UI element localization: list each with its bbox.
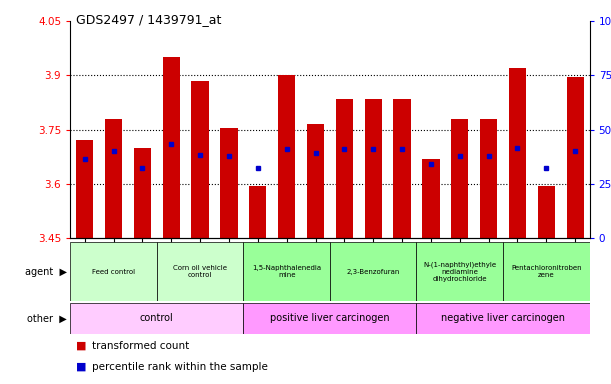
Bar — [191, 81, 209, 238]
Text: 1,5-Naphthalenedia
mine: 1,5-Naphthalenedia mine — [252, 265, 321, 278]
Text: Pentachloronitroben
zene: Pentachloronitroben zene — [511, 265, 582, 278]
Text: ■: ■ — [76, 341, 87, 351]
Text: positive liver carcinogen: positive liver carcinogen — [270, 313, 390, 323]
Bar — [503, 242, 590, 301]
Bar — [249, 185, 266, 238]
Bar — [538, 185, 555, 238]
Text: control: control — [140, 313, 174, 323]
Text: GDS2497 / 1439791_at: GDS2497 / 1439791_at — [76, 13, 222, 26]
Bar — [163, 57, 180, 238]
Bar — [335, 99, 353, 238]
Bar — [221, 128, 238, 238]
Bar — [365, 99, 382, 238]
Text: Feed control: Feed control — [92, 269, 135, 275]
Text: Corn oil vehicle
control: Corn oil vehicle control — [173, 265, 227, 278]
Bar — [393, 99, 411, 238]
Text: negative liver carcinogen: negative liver carcinogen — [441, 313, 565, 323]
Bar — [278, 75, 295, 238]
Text: percentile rank within the sample: percentile rank within the sample — [92, 362, 268, 372]
Bar — [243, 242, 330, 301]
Text: other  ▶: other ▶ — [27, 313, 67, 323]
Text: 2,3-Benzofuran: 2,3-Benzofuran — [346, 269, 400, 275]
Bar — [417, 303, 590, 334]
Bar — [243, 303, 417, 334]
Bar — [451, 119, 469, 238]
Bar — [566, 77, 584, 238]
Bar — [157, 242, 243, 301]
Bar — [105, 119, 122, 238]
Bar — [70, 303, 243, 334]
Bar — [417, 242, 503, 301]
Bar — [509, 68, 526, 238]
Bar — [422, 159, 439, 238]
Text: N-(1-naphthyl)ethyle
nediamine
dihydrochloride: N-(1-naphthyl)ethyle nediamine dihydroch… — [423, 262, 496, 282]
Bar — [134, 148, 151, 238]
Text: transformed count: transformed count — [92, 341, 189, 351]
Bar — [330, 242, 417, 301]
Bar — [480, 119, 497, 238]
Bar — [76, 141, 93, 238]
Bar — [307, 124, 324, 238]
Text: agent  ▶: agent ▶ — [25, 266, 67, 277]
Text: ■: ■ — [76, 362, 87, 372]
Bar — [70, 242, 157, 301]
